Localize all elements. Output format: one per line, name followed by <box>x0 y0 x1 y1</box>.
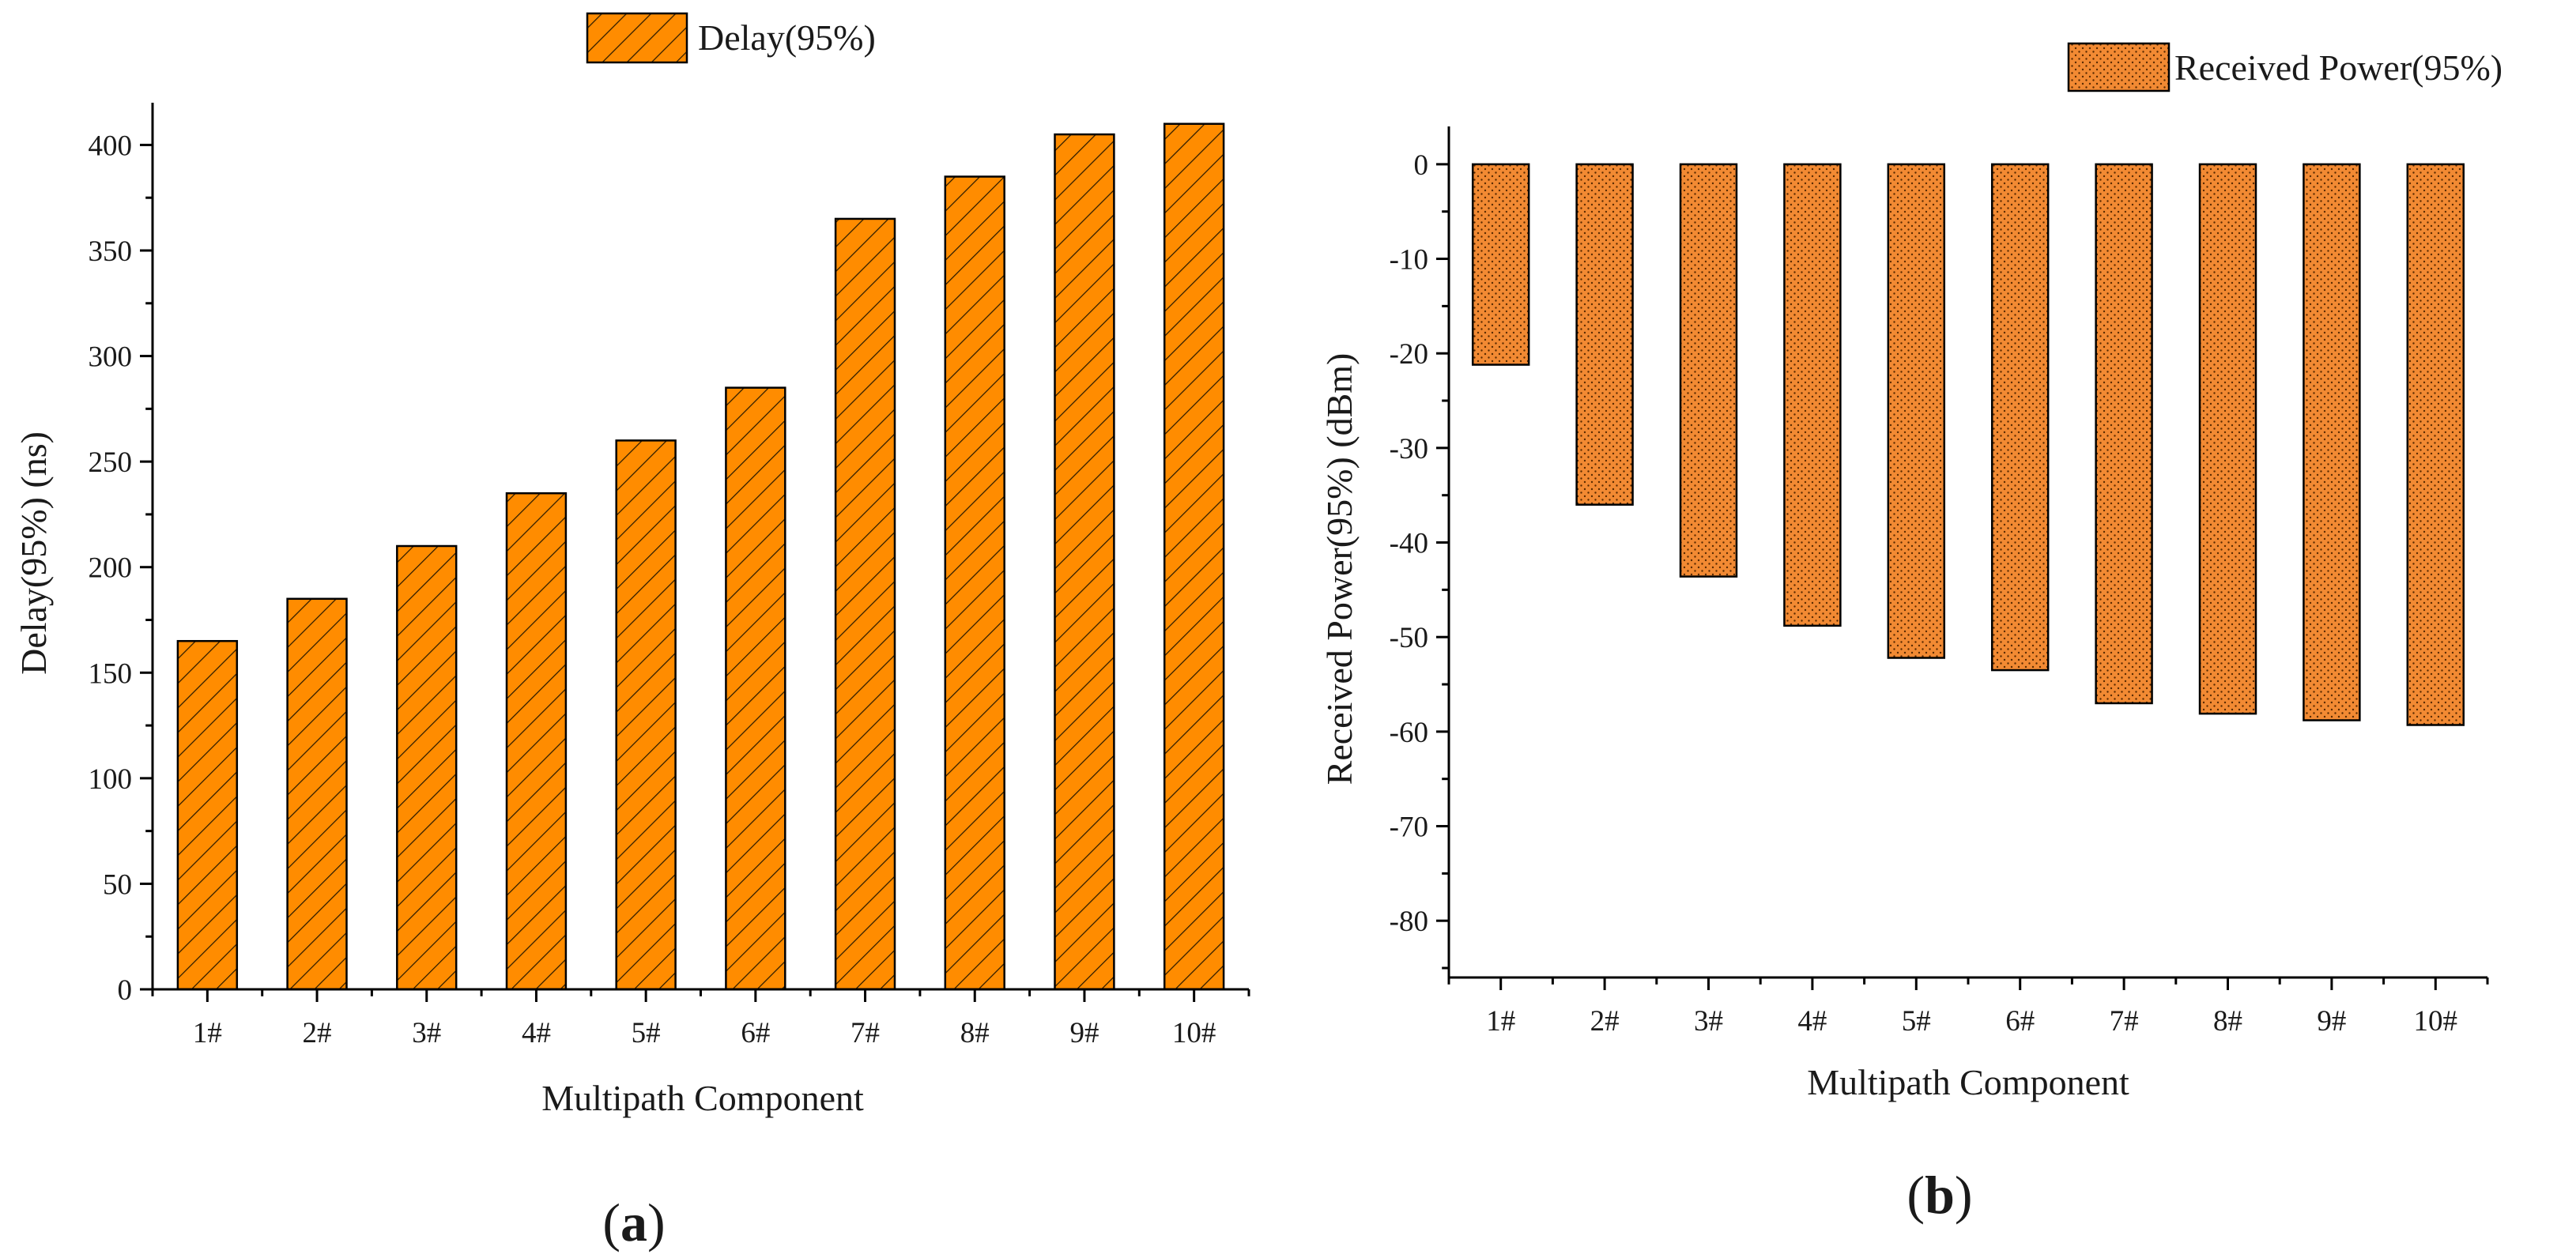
x-axis-title-delay: Multipath Component <box>541 1078 864 1118</box>
x-tick-label-a-10: 10# <box>1172 1017 1216 1049</box>
x-tick-label-a-7: 7# <box>850 1017 880 1049</box>
bars-received-power <box>1471 163 2465 726</box>
panel-label-b: (b) <box>1907 1165 1972 1225</box>
y-ticks-received-power: -80 -70 -60 -50 -40 -30 -20 -10 0 <box>1390 149 1449 970</box>
legend-label-received-power: Received Power(95%) <box>2174 47 2502 88</box>
x-tick-label-b-6: 6# <box>2005 1005 2035 1038</box>
y-tick-label-b-4: -40 <box>1390 528 1428 560</box>
panel-letter-b: b <box>1925 1165 1955 1225</box>
y-tick-label-b-2: -60 <box>1390 717 1428 749</box>
y-tick-label-b-8: 0 <box>1414 149 1429 182</box>
y-tick-label-a-7: 350 <box>89 235 133 268</box>
x-ticks-received-power: 1# 2# 3# 4# 5# 6# 7# 8# 9# 10# <box>1447 977 2489 1038</box>
x-axis-title-received-power: Multipath Component <box>1807 1062 2129 1102</box>
y-tick-label-a-4: 200 <box>89 552 133 585</box>
bar-b-9 <box>2303 163 2361 721</box>
bar-a-6 <box>725 386 786 991</box>
legend-swatch-delay <box>586 12 688 64</box>
x-tick-label-a-6: 6# <box>741 1017 770 1049</box>
x-tick-label-a-5: 5# <box>632 1017 661 1049</box>
bar-b-1 <box>1471 163 1530 366</box>
bar-b-6 <box>1990 163 2050 672</box>
y-tick-label-b-3: -50 <box>1390 622 1428 654</box>
x-tick-label-b-4: 4# <box>1797 1005 1827 1038</box>
legend-delay: Delay(95%) <box>586 12 876 64</box>
x-tick-label-b-1: 1# <box>1486 1005 1515 1038</box>
bar-a-5 <box>615 439 677 991</box>
y-tick-label-b-5: -30 <box>1390 433 1428 465</box>
chart-panel-received-power: Received Power(95%) -80 -70 -60 -50 -40 -30 -2… <box>1319 42 2502 1225</box>
bar-a-4 <box>505 492 568 991</box>
x-tick-label-a-9: 9# <box>1069 1017 1099 1049</box>
bar-a-9 <box>1054 133 1115 991</box>
x-tick-label-b-7: 7# <box>2110 1005 2139 1038</box>
bar-a-3 <box>396 544 458 991</box>
bar-b-10 <box>2406 163 2465 726</box>
bar-b-5 <box>1887 163 1946 659</box>
x-tick-label-b-9: 9# <box>2317 1005 2346 1038</box>
x-tick-label-a-1: 1# <box>193 1017 222 1049</box>
y-axis-title-delay: Delay(95%) (ns) <box>13 431 54 675</box>
x-tick-label-b-5: 5# <box>1902 1005 1931 1038</box>
legend-swatch-received-power <box>2067 42 2171 92</box>
bar-a-2 <box>286 597 348 991</box>
y-tick-label-a-6: 300 <box>89 341 133 374</box>
bar-a-7 <box>834 217 896 991</box>
y-tick-label-a-2: 100 <box>89 763 133 796</box>
bar-b-7 <box>2095 163 2153 705</box>
y-tick-label-a-5: 250 <box>89 446 133 479</box>
x-tick-label-b-3: 3# <box>1694 1005 1723 1038</box>
y-tick-label-b-6: -20 <box>1390 338 1428 371</box>
x-tick-label-a-3: 3# <box>412 1017 441 1049</box>
bar-b-8 <box>2198 163 2257 715</box>
chart-panel-delay: Delay(95%) 0 50 100 150 200 250 300 350 400 1# 2#… <box>13 12 1250 1252</box>
y-axis-title-received-power: Received Power(95%) (dBm) <box>1319 353 1360 785</box>
y-tick-label-b-0: -80 <box>1390 906 1428 938</box>
y-tick-label-a-3: 150 <box>89 657 133 690</box>
legend-label-delay: Delay(95%) <box>698 17 876 58</box>
bar-b-2 <box>1575 163 1634 506</box>
x-tick-label-a-4: 4# <box>522 1017 551 1049</box>
y-tick-label-a-8: 400 <box>89 130 133 162</box>
y-tick-label-b-1: -70 <box>1390 812 1428 844</box>
x-tick-label-b-10: 10# <box>2414 1005 2458 1038</box>
bar-a-1 <box>176 639 239 991</box>
x-tick-label-a-8: 8# <box>960 1017 990 1049</box>
bar-b-4 <box>1783 163 1842 627</box>
bar-a-8 <box>944 175 1005 991</box>
legend-received-power: Received Power(95%) <box>2067 42 2502 92</box>
x-tick-label-b-8: 8# <box>2213 1005 2242 1038</box>
y-tick-label-a-1: 50 <box>103 868 132 901</box>
panel-letter-a: a <box>620 1192 647 1252</box>
y-tick-label-a-0: 0 <box>118 974 133 1007</box>
bars-delay <box>176 122 1225 991</box>
y-tick-label-b-7: -10 <box>1390 244 1428 277</box>
y-ticks-delay: 0 50 100 150 200 250 300 350 400 <box>89 130 153 1007</box>
x-ticks-delay: 1# 2# 3# 4# 5# 6# 7# 8# 9# 10# <box>151 989 1250 1049</box>
x-tick-label-a-2: 2# <box>303 1017 332 1049</box>
bar-b-3 <box>1679 163 1738 578</box>
x-tick-label-b-2: 2# <box>1590 1005 1620 1038</box>
bar-a-10 <box>1163 122 1225 991</box>
panel-label-a: (a) <box>602 1192 665 1252</box>
